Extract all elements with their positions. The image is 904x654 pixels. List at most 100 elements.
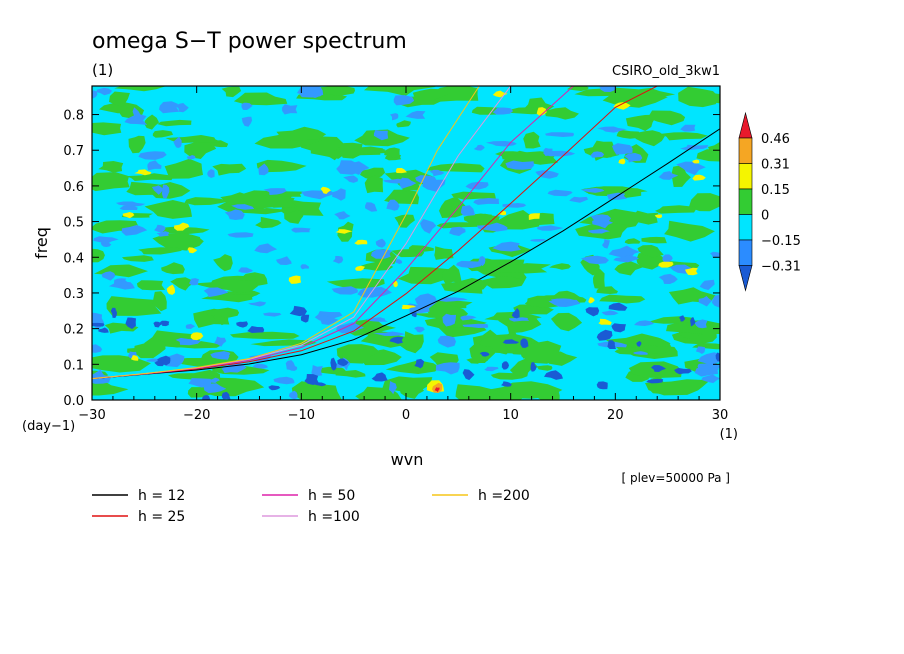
negative-patch [388,381,397,395]
y-tick-label: 0.7 [63,144,84,159]
colorbar-box [738,163,753,190]
negative-patch [93,236,119,244]
colorbar: 0.46 0.31 0.15 0 −0.15 −0.31 [738,111,801,292]
high-patch [692,174,706,181]
positive-patch [164,158,203,179]
negative-patch [711,294,720,308]
negative-patch [465,181,489,190]
colorbar-top-triangle [738,111,753,139]
x-unit-label: (1) [720,427,738,442]
strong-negative-patch [202,395,211,400]
negative-patch [429,169,445,177]
negative-patch [569,196,589,203]
negative-patch [224,209,245,220]
positive-patch [276,126,327,141]
negative-patch [156,231,170,237]
negative-patch [502,203,527,208]
strong-negative-patch [596,381,608,390]
colorbar-box [738,188,753,215]
negative-patch [602,238,610,249]
positive-patch [519,340,562,364]
positive-patch [396,120,411,128]
positive-patch [666,320,720,334]
negative-patch [92,90,98,99]
negative-patch [336,160,362,175]
strong-negative-patch [92,322,105,327]
y-unit-label: (day−1) [22,419,75,434]
positive-patch [537,388,560,400]
strong-negative-patch [544,370,563,380]
strong-negative-patch [330,357,337,371]
negative-patch [332,256,344,264]
positive-patch [134,337,166,359]
negative-patch [613,255,639,263]
positive-patch [233,92,288,106]
x-axis-label: wvn [391,450,424,469]
negative-patch [597,126,627,133]
negative-patch [390,113,399,121]
strong-negative-patch [157,355,171,366]
positive-patch [498,316,542,334]
strong-negative-patch [690,316,696,327]
series-line-1 [92,86,658,380]
colorbar-box [738,137,753,164]
positive-patch [664,220,715,242]
positive-patch [637,245,664,258]
negative-patch [537,225,564,231]
positive-patch [144,200,192,219]
strong-negative-patch [268,385,281,391]
negative-patch [207,169,215,178]
positive-patch [345,318,396,336]
high-patch [492,90,508,98]
strong-negative-patch [502,339,520,344]
negative-patch [121,225,148,236]
high-patch [122,212,135,219]
y-tick-label: 0.6 [63,180,84,195]
high-patch [187,247,198,254]
spectrum-field [92,86,720,400]
high-patch [190,332,204,341]
negative-patch [473,198,500,205]
dispersion-curves [92,86,720,380]
negative-patch [460,205,476,216]
negative-patch [332,188,346,201]
negative-patch [258,163,269,176]
negative-patch [318,315,339,325]
positive-patch [645,379,711,396]
legend-label: h = 50 [308,488,355,504]
negative-patch [492,241,521,252]
contour-patches [92,86,720,400]
negative-patch [241,116,253,127]
positive-patch [382,376,433,396]
legend-label: h =200 [478,488,530,504]
negative-patch [343,175,358,183]
y-tick-label: 0.4 [63,251,84,266]
positive-patch [639,345,671,355]
positive-patch [634,130,665,147]
positive-patch [230,331,300,340]
negative-patch [187,155,196,160]
negative-patch [254,243,278,254]
positive-patch [364,175,384,194]
negative-patch [658,273,678,284]
negative-patch [550,298,575,303]
negative-patch [658,171,679,180]
negative-patch [273,376,295,385]
negative-patch [588,228,610,234]
negative-patch [601,310,619,316]
positive-patch [545,107,579,120]
positive-patch [599,294,646,304]
legend-label: h =100 [308,509,360,525]
negative-patch [420,219,437,234]
negative-patch [252,363,268,369]
colorbar-box [738,239,753,266]
negative-patch [298,89,324,98]
positive-patch [631,210,659,225]
negative-patch [580,188,605,193]
positive-patch [144,114,159,130]
positive-patch [138,247,182,255]
negative-patch [701,374,720,384]
level-note: [ plev=50000 Pa ] [621,471,730,485]
positive-patch [237,208,283,215]
legend-label: h = 25 [138,509,185,525]
